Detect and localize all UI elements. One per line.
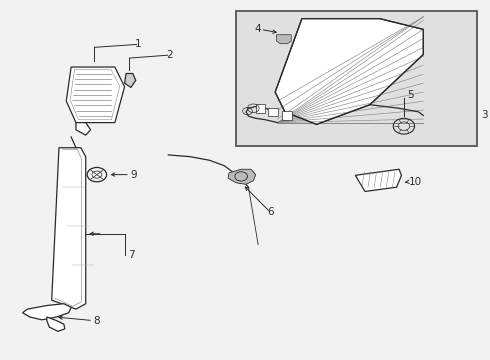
Bar bbox=[268, 108, 278, 116]
Text: 6: 6 bbox=[267, 207, 273, 217]
Text: 10: 10 bbox=[409, 177, 422, 187]
Text: 9: 9 bbox=[130, 170, 137, 180]
Polygon shape bbox=[277, 35, 291, 44]
Bar bbox=[256, 104, 266, 113]
Polygon shape bbox=[228, 169, 256, 184]
Text: 1: 1 bbox=[135, 40, 142, 49]
Text: 7: 7 bbox=[128, 250, 135, 260]
Polygon shape bbox=[76, 123, 91, 135]
Polygon shape bbox=[66, 67, 124, 123]
Text: 8: 8 bbox=[93, 316, 99, 325]
Text: 5: 5 bbox=[407, 90, 414, 100]
Polygon shape bbox=[355, 169, 401, 192]
Polygon shape bbox=[275, 19, 423, 125]
Text: 4: 4 bbox=[254, 24, 261, 35]
Polygon shape bbox=[124, 73, 136, 87]
Bar bbox=[236, 12, 477, 146]
Text: 3: 3 bbox=[482, 111, 488, 121]
Text: 2: 2 bbox=[167, 50, 173, 60]
Polygon shape bbox=[52, 148, 86, 309]
Polygon shape bbox=[23, 304, 71, 320]
Polygon shape bbox=[47, 317, 65, 331]
Bar bbox=[282, 111, 292, 120]
